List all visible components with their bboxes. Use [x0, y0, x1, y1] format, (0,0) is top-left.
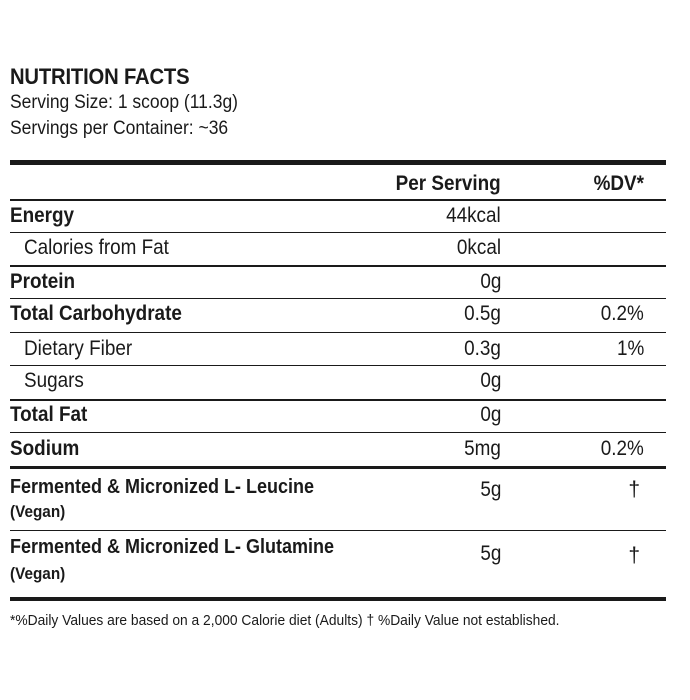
panel-title: NUTRITION FACTS: [10, 64, 190, 89]
per-serving-value: 0.3g: [464, 337, 501, 360]
servings-per-container: Servings per Container: ~36: [10, 118, 229, 139]
nutrient-name: Dietary Fiber: [24, 337, 133, 360]
dv-value: 0.2%: [600, 437, 644, 460]
row-divider: [10, 265, 666, 267]
row-divider: [10, 298, 666, 299]
header-divider: [10, 199, 666, 201]
per-serving-value: 5g: [479, 542, 501, 565]
nutrient-name: Fermented & Micronized L- Glutamine: [10, 536, 335, 558]
nutrient-name-note: (Vegan): [10, 564, 66, 583]
dv-value: 0.2%: [600, 302, 644, 325]
row-divider: [10, 232, 666, 233]
dv-value: †: [628, 544, 640, 567]
per-serving-value: 0g: [479, 369, 501, 392]
nutrient-name: Sodium: [10, 437, 80, 460]
nutrient-name-note: (Vegan): [10, 502, 66, 521]
nutrient-name: Protein: [10, 270, 76, 293]
nutrient-name: Calories from Fat: [24, 236, 169, 259]
nutrient-name: Fermented & Micronized L- Leucine: [10, 476, 315, 498]
row-divider: [10, 365, 666, 366]
nutrient-name: Sugars: [24, 369, 84, 392]
nutrient-name: Total Carbohydrate: [10, 302, 182, 325]
row-divider: [10, 399, 666, 401]
row-glutamine: Fermented & Micronized L- Glutamine (Veg…: [10, 536, 666, 588]
section-divider: [10, 466, 666, 469]
row-divider: [10, 530, 666, 531]
per-serving-value: 0g: [479, 403, 501, 426]
nutrient-name: Total Fat: [10, 403, 88, 426]
per-serving-value: 0g: [479, 270, 501, 293]
row-divider: [10, 332, 666, 333]
bottom-thick-divider: [10, 597, 666, 601]
per-serving-value: 5mg: [464, 437, 501, 460]
serving-size: Serving Size: 1 scoop (11.3g): [10, 92, 239, 113]
nutrient-name: Energy: [10, 204, 75, 227]
per-serving-value: 5g: [479, 478, 501, 501]
top-thick-divider: [10, 160, 666, 165]
dv-value: †: [628, 478, 640, 501]
row-divider: [10, 432, 666, 433]
per-serving-value: 0.5g: [464, 302, 501, 325]
dv-header: %DV*: [593, 172, 644, 195]
dv-value: 1%: [616, 337, 644, 360]
per-serving-value: 44kcal: [446, 204, 501, 227]
per-serving-value: 0kcal: [456, 236, 501, 259]
row-leucine: Fermented & Micronized L- Leucine (Vegan…: [10, 476, 666, 526]
per-serving-header: Per Serving: [395, 172, 501, 195]
daily-value-footnote: *%Daily Values are based on a 2,000 Calo…: [10, 612, 560, 629]
